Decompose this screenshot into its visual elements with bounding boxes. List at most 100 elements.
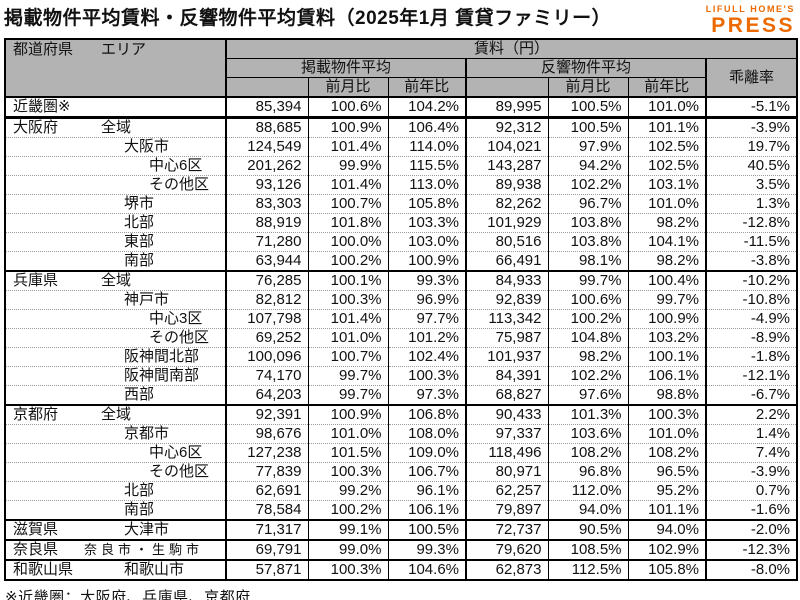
prefecture-area-cell: 北部 bbox=[5, 213, 226, 233]
divergence-rate-value: -4.9% bbox=[704, 309, 798, 329]
area-label: 奈良市・生駒市 bbox=[84, 542, 204, 557]
listed-mom-value: 101.4% bbox=[307, 137, 388, 157]
divergence-rate-value: -3.9% bbox=[704, 116, 798, 138]
listed-yoy-value: 108.0% bbox=[387, 424, 466, 444]
header-listed-mom: 前月比 bbox=[307, 77, 389, 98]
response-yoy-value: 102.5% bbox=[627, 156, 706, 176]
area-label: 北部 bbox=[124, 482, 155, 500]
area-label: 南部 bbox=[124, 501, 155, 518]
response-mom-value: 104.8% bbox=[547, 328, 628, 348]
prefecture-area-cell: 兵庫県 全域 bbox=[5, 270, 226, 291]
listed-mom-value: 100.3% bbox=[307, 290, 388, 310]
response-mom-value: 96.7% bbox=[547, 194, 628, 214]
response-mom-value: 108.5% bbox=[547, 539, 628, 560]
listed-mom-value: 99.7% bbox=[307, 366, 388, 386]
listed-average-value: 88,685 bbox=[225, 116, 308, 138]
divergence-rate-value: -3.9% bbox=[704, 462, 798, 482]
divergence-rate-value: 7.4% bbox=[704, 443, 798, 463]
header-listed-value-blank bbox=[225, 77, 309, 98]
prefecture-label: 近畿圏※ bbox=[13, 98, 71, 115]
response-mom-value: 102.2% bbox=[547, 175, 628, 195]
divergence-rate-value: -8.9% bbox=[704, 328, 798, 348]
area-label: 北部 bbox=[124, 214, 155, 232]
response-yoy-value: 101.1% bbox=[627, 500, 706, 520]
table-row: 兵庫県 全域 76,285 100.1% 99.3% 84,933 99.7% 100.4% -… bbox=[5, 270, 798, 291]
response-mom-value: 112.0% bbox=[547, 481, 628, 501]
header-response-value-blank bbox=[465, 77, 549, 98]
listed-average-value: 69,252 bbox=[225, 328, 308, 348]
prefecture-area-cell: 西部 bbox=[5, 385, 226, 405]
response-mom-value: 103.8% bbox=[547, 213, 628, 233]
listed-yoy-value: 99.3% bbox=[387, 270, 466, 291]
listed-mom-value: 101.0% bbox=[307, 424, 388, 444]
prefecture-area-cell: 滋賀県 大津市 bbox=[5, 519, 226, 540]
listed-average-value: 69,791 bbox=[225, 539, 308, 560]
response-mom-value: 98.2% bbox=[547, 347, 628, 367]
prefecture-area-cell: 大阪市 bbox=[5, 137, 226, 157]
listed-yoy-value: 96.1% bbox=[387, 481, 466, 501]
response-yoy-value: 101.0% bbox=[627, 194, 706, 214]
area-label: 京都市 bbox=[124, 425, 170, 443]
listed-yoy-value: 100.9% bbox=[387, 251, 466, 271]
table-row: 神戸市 82,812 100.3% 96.9% 92,839 100.6% 99.7% -10… bbox=[5, 290, 798, 310]
listed-average-value: 124,549 bbox=[225, 137, 308, 157]
listed-mom-value: 99.2% bbox=[307, 481, 388, 501]
response-average-value: 143,287 bbox=[465, 156, 548, 176]
logo-text-lifull-homes: LIFULL HOME'S bbox=[705, 4, 795, 14]
response-average-value: 80,971 bbox=[465, 462, 548, 482]
prefecture-area-cell: その他区 bbox=[5, 175, 226, 195]
response-average-value: 79,620 bbox=[465, 539, 548, 560]
response-average-value: 89,995 bbox=[465, 97, 548, 118]
header-prefecture-area: 都道府県 エリア bbox=[4, 38, 227, 98]
listed-yoy-value: 113.0% bbox=[387, 175, 466, 195]
listed-yoy-value: 99.3% bbox=[387, 539, 466, 560]
divergence-rate-value: -2.0% bbox=[704, 519, 798, 540]
prefecture-area-cell: 京都府 全域 bbox=[5, 404, 226, 425]
prefecture-area-cell: 南部 bbox=[5, 500, 226, 520]
response-yoy-value: 100.9% bbox=[627, 309, 706, 329]
response-yoy-value: 101.1% bbox=[627, 116, 706, 138]
area-label: 全域 bbox=[101, 406, 132, 423]
divergence-rate-value: -10.2% bbox=[704, 270, 798, 291]
response-average-value: 62,873 bbox=[465, 559, 548, 580]
listed-mom-value: 99.0% bbox=[307, 539, 388, 560]
response-mom-value: 94.0% bbox=[547, 500, 628, 520]
area-label: その他区 bbox=[149, 176, 210, 194]
divergence-rate-value: -3.8% bbox=[704, 251, 798, 271]
listed-average-value: 71,317 bbox=[225, 519, 308, 540]
prefecture-label: 滋賀県 bbox=[13, 521, 59, 538]
listed-mom-value: 100.0% bbox=[307, 232, 388, 252]
listed-average-value: 93,126 bbox=[225, 175, 308, 195]
listed-yoy-value: 115.5% bbox=[387, 156, 466, 176]
listed-mom-value: 100.3% bbox=[307, 462, 388, 482]
listed-mom-value: 99.9% bbox=[307, 156, 388, 176]
response-yoy-value: 98.8% bbox=[627, 385, 706, 405]
response-mom-value: 97.9% bbox=[547, 137, 628, 157]
response-mom-value: 97.6% bbox=[547, 385, 628, 405]
divergence-rate-value: 40.5% bbox=[704, 156, 798, 176]
logo-text-press: PRESS bbox=[711, 14, 795, 37]
table-row: その他区 69,252 101.0% 101.2% 75,987 104.8% 103.2%… bbox=[5, 328, 798, 348]
table-row: 阪神間南部 74,170 99.7% 100.3% 84,391 102.2% 106.1%… bbox=[5, 366, 798, 386]
prefecture-area-cell: 近畿圏※ bbox=[5, 97, 226, 118]
response-yoy-value: 103.1% bbox=[627, 175, 706, 195]
divergence-rate-value: -6.7% bbox=[704, 385, 798, 405]
response-mom-value: 96.8% bbox=[547, 462, 628, 482]
area-label: 東部 bbox=[124, 233, 155, 251]
listed-yoy-value: 97.7% bbox=[387, 309, 466, 329]
response-yoy-value: 101.0% bbox=[627, 424, 706, 444]
response-yoy-value: 102.5% bbox=[627, 137, 706, 157]
response-mom-value: 101.3% bbox=[547, 404, 628, 425]
listed-yoy-value: 100.3% bbox=[387, 366, 466, 386]
response-average-value: 84,391 bbox=[465, 366, 548, 386]
table-row: 奈良県 奈良市・生駒市 69,791 99.0% 99.3% 79,620 108.5% 10… bbox=[5, 539, 798, 560]
listed-yoy-value: 106.7% bbox=[387, 462, 466, 482]
area-label: 和歌山市 bbox=[124, 561, 185, 578]
divergence-rate-value: 2.2% bbox=[704, 404, 798, 425]
listed-average-value: 62,691 bbox=[225, 481, 308, 501]
listed-average-value: 57,871 bbox=[225, 559, 308, 580]
listed-average-value: 88,919 bbox=[225, 213, 308, 233]
response-average-value: 75,987 bbox=[465, 328, 548, 348]
prefecture-area-cell: 阪神間北部 bbox=[5, 347, 226, 367]
table-row: 中心3区 107,798 101.4% 97.7% 113,342 100.2% 100.9… bbox=[5, 309, 798, 329]
